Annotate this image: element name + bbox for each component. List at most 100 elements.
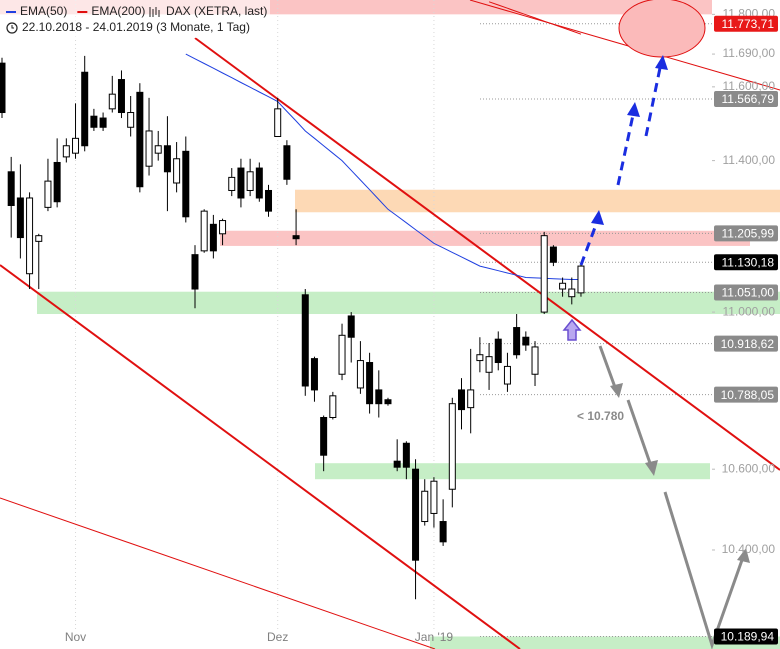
arrow-heads xyxy=(591,55,668,225)
y-tick-label: 11.600,00 xyxy=(723,79,776,93)
candle-body xyxy=(540,235,548,313)
candle-body xyxy=(136,91,144,188)
candle-body xyxy=(356,360,364,389)
plot xyxy=(0,1,585,600)
candle-body xyxy=(108,93,116,110)
y-tick-label: 11.400,00 xyxy=(723,153,776,167)
candle-body xyxy=(292,235,300,240)
indicator-line xyxy=(488,1,582,35)
candle-body xyxy=(200,210,208,252)
candle-body xyxy=(347,315,355,338)
zone xyxy=(430,636,780,649)
trend-line xyxy=(0,497,436,649)
y-tick-label: 10.400,00 xyxy=(722,542,776,556)
arrow xyxy=(663,491,744,649)
candle-body xyxy=(338,334,346,375)
header-bg xyxy=(0,0,270,38)
price-box xyxy=(714,15,778,32)
candle-body xyxy=(145,130,153,167)
y-tick-label: 11.000,00 xyxy=(723,304,776,318)
arrow xyxy=(616,114,635,186)
arrow-head xyxy=(645,460,658,476)
trend-line xyxy=(0,264,521,649)
candle-body xyxy=(16,197,24,239)
candle-body xyxy=(219,220,227,235)
bull-arrows xyxy=(579,67,662,266)
candle-body xyxy=(7,171,15,206)
candle-body xyxy=(329,395,337,418)
candle-body xyxy=(301,294,309,387)
candle-body xyxy=(310,358,318,391)
candle-body xyxy=(237,167,245,199)
grid xyxy=(75,0,712,638)
candle-body xyxy=(163,145,171,173)
zone xyxy=(295,189,780,213)
candle-body xyxy=(99,117,107,128)
price-label: 11.566,79 xyxy=(722,92,775,106)
price-label: 11.051,00 xyxy=(722,286,775,300)
price-label: 10.189,94 xyxy=(721,630,775,644)
zone xyxy=(37,291,780,315)
candle-body xyxy=(421,490,429,523)
indicator-line xyxy=(185,53,581,280)
candle-body xyxy=(62,145,70,158)
y-tick-label: 10.600,00 xyxy=(722,461,776,475)
trend-line xyxy=(194,37,780,471)
candle-body xyxy=(53,161,61,203)
candle-body xyxy=(412,468,420,561)
y-tick-label: 11.690,00 xyxy=(723,46,776,60)
candle-body xyxy=(44,180,52,208)
clock-hand xyxy=(11,25,14,29)
arrow xyxy=(644,67,662,137)
candle-body xyxy=(494,338,502,364)
candle-body xyxy=(485,356,493,373)
candle-body xyxy=(274,108,282,137)
candle-body xyxy=(320,416,328,456)
candle-body xyxy=(448,403,456,490)
arrow xyxy=(598,345,618,391)
candle-body xyxy=(117,79,125,114)
chart-icon xyxy=(149,7,160,17)
price-box xyxy=(714,628,778,645)
candle-body xyxy=(577,265,585,294)
arrow-head xyxy=(591,210,604,225)
candle-body xyxy=(283,145,291,180)
price-axis: 10.400,00 10.600,00 11.000,00 11.400,00 11.6… xyxy=(65,7,778,645)
x-tick-label: Jan '19 xyxy=(415,630,454,644)
x-tick-label: Dez xyxy=(267,630,288,644)
subtitle: 22.10.2018 - 24.01.2019 (3 Monate, 1 Tag… xyxy=(22,20,250,34)
price-label: 10.918,62 xyxy=(721,337,775,351)
candle-body xyxy=(549,246,557,263)
price-box xyxy=(714,91,778,108)
arrow-head xyxy=(627,102,640,117)
candle-body xyxy=(265,189,273,212)
candle-body xyxy=(559,282,567,290)
candle-body xyxy=(35,235,43,242)
candle-body xyxy=(458,389,465,411)
candle-body xyxy=(402,442,410,468)
arrow xyxy=(579,221,599,266)
candle-body xyxy=(366,362,374,405)
signal-arrow xyxy=(562,318,582,341)
candle-body xyxy=(375,389,383,405)
candle-body xyxy=(503,365,511,385)
candle-body xyxy=(568,288,576,298)
zone xyxy=(220,230,750,246)
candle-body xyxy=(81,71,89,147)
candle-body xyxy=(467,389,475,409)
candle-body xyxy=(90,115,98,128)
candle-body xyxy=(182,150,190,218)
price-label: 11.205,99 xyxy=(722,227,775,241)
annotation: < 10.780 xyxy=(577,409,624,423)
candle-body xyxy=(26,197,34,275)
candle-body xyxy=(0,62,6,114)
legend-label: EMA(200) xyxy=(91,4,145,18)
candle-body xyxy=(513,327,521,356)
arrow-head xyxy=(737,548,750,563)
candle-body xyxy=(246,171,254,191)
arrow-head xyxy=(610,383,623,398)
price-box xyxy=(714,386,778,403)
